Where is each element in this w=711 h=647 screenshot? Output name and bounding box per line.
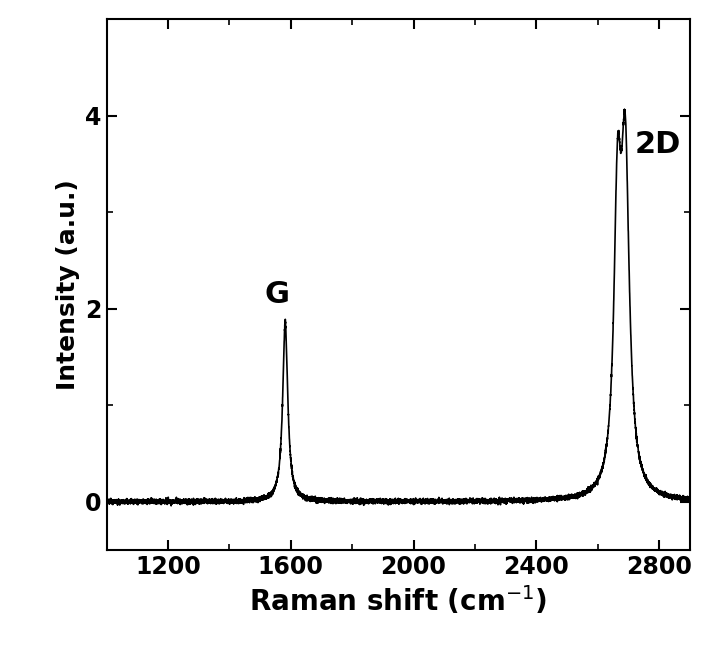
Y-axis label: Intensity (a.u.): Intensity (a.u.) — [55, 179, 80, 390]
Text: 2D: 2D — [634, 130, 681, 159]
X-axis label: Raman shift (cm$^{-1}$): Raman shift (cm$^{-1}$) — [249, 584, 547, 617]
Text: G: G — [264, 280, 289, 309]
